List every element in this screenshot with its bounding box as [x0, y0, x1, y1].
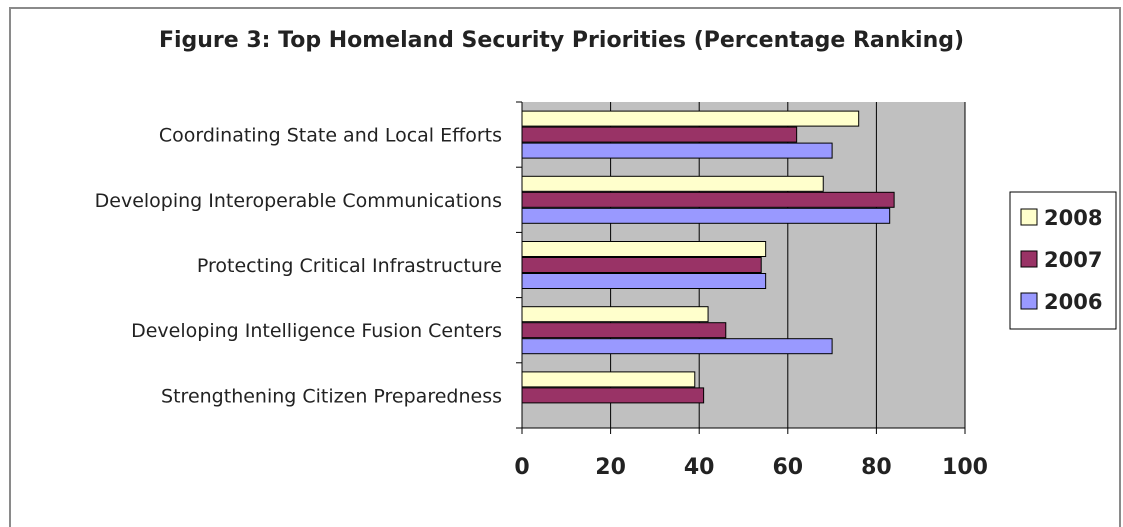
category-labels: Coordinating State and Local Efforts Deve… [95, 125, 502, 408]
bar-2008-2 [521, 241, 767, 257]
bar-2008-0 [521, 110, 860, 127]
category-label: Developing Intelligence Fusion Centers [131, 320, 502, 342]
category-label: Protecting Critical Infrastructure [197, 255, 502, 277]
bar-2008-1 [521, 175, 824, 192]
bar-2007-3 [521, 322, 727, 339]
x-tick-label: 60 [772, 455, 803, 480]
bar-2006-1 [521, 207, 891, 224]
category-label: Developing Interoperable Communications [95, 190, 502, 212]
chart-frame [9, 7, 1121, 527]
legend-label-2007: 2007 [1044, 248, 1102, 272]
bar-2006-3 [521, 338, 833, 355]
legend-swatch-2008 [1020, 208, 1038, 226]
bar-2006-2 [521, 273, 767, 289]
category-label: Strengthening Citizen Preparedness [161, 385, 502, 407]
bar-2006-0 [521, 142, 833, 159]
legend-label-2008: 2008 [1044, 206, 1102, 230]
bar-2007-4 [521, 387, 705, 404]
x-tick-label: 100 [942, 455, 988, 480]
x-tick-label: 80 [861, 455, 892, 480]
chart-title: Figure 3: Top Homeland Security Prioriti… [158, 28, 965, 53]
bar-2008-4 [521, 371, 696, 388]
legend-swatch-2006 [1020, 292, 1038, 310]
bar-2007-2 [521, 257, 762, 273]
bar-2008-3 [521, 306, 709, 323]
legend-label-2006: 2006 [1044, 290, 1102, 314]
x-tick-label: 0 [514, 455, 529, 480]
chart-svg: Coordinating State and Local Efforts Deve… [95, 101, 1117, 480]
x-axis-ticks: 0 20 40 60 80 100 [514, 427, 988, 480]
x-tick-label: 20 [595, 455, 626, 480]
bar-2007-0 [521, 126, 798, 143]
bar-2007-1 [521, 191, 895, 208]
legend-swatch-2007 [1020, 250, 1038, 268]
category-label: Coordinating State and Local Efforts [159, 125, 502, 147]
plot-area [516, 101, 966, 429]
legend: 2008 2007 2006 [1009, 191, 1117, 330]
x-tick-label: 40 [684, 455, 715, 480]
